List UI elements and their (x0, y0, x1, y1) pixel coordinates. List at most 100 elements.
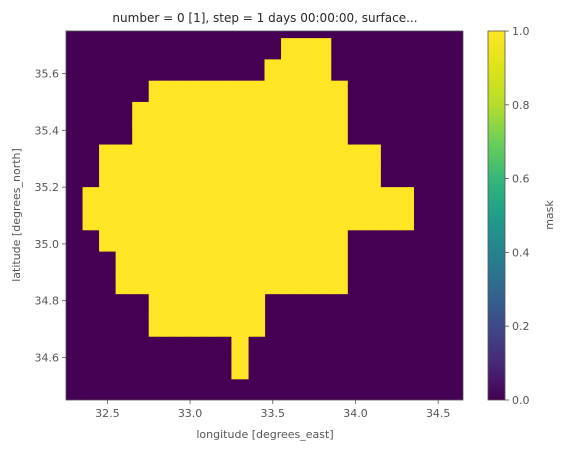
heatmap-cell (132, 187, 150, 210)
heatmap-cell (281, 250, 299, 273)
heatmap-cell (231, 293, 249, 316)
heatmap-cell (198, 208, 216, 231)
heatmap-cell (132, 272, 150, 295)
heatmap-cell (214, 272, 233, 295)
heatmap-cell (115, 165, 133, 188)
heatmap-cell (281, 187, 299, 210)
heatmap-cell (148, 187, 166, 210)
heatmap-cell (214, 187, 233, 210)
heatmap-cell (165, 250, 183, 273)
heatmap-cell (214, 314, 233, 337)
x-tick-label: 33.5 (261, 407, 286, 420)
heatmap-cell (181, 165, 199, 188)
heatmap-cell (165, 229, 183, 252)
heatmap-cell (247, 123, 266, 146)
heatmap-cell (396, 208, 414, 231)
heatmap-cell (330, 250, 348, 273)
heatmap-cell (264, 59, 282, 82)
heatmap-cell (181, 101, 199, 124)
heatmap-cell (281, 59, 299, 82)
y-tick-label: 34.8 (35, 295, 60, 308)
y-tick-label: 35.4 (35, 124, 60, 137)
heatmap-cell (198, 165, 216, 188)
heatmap-cell (314, 165, 332, 188)
heatmap-cell (347, 144, 365, 167)
heatmap-cell (214, 165, 233, 188)
y-tick-label: 35.0 (35, 238, 60, 251)
heatmap-cell (264, 272, 282, 295)
heatmap-cell (264, 144, 282, 167)
heatmap-cell (214, 144, 233, 167)
heatmap-cell (231, 208, 249, 231)
heatmap-cell (297, 101, 315, 124)
heatmap-cell (132, 123, 150, 146)
heatmap-cell (330, 187, 348, 210)
colorbar-label: mask (543, 200, 556, 230)
heatmap-cell (115, 187, 133, 210)
heatmap-cell (281, 165, 299, 188)
heatmap-cell (314, 272, 332, 295)
heatmap-cell (214, 80, 233, 103)
heatmap-cell (181, 250, 199, 273)
heatmap-cell (231, 357, 249, 380)
y-axis-label: latitude [degrees_north] (10, 148, 23, 282)
heatmap-cell (148, 229, 166, 252)
heatmap-cell (247, 293, 266, 316)
heatmap-cell (82, 208, 100, 231)
heatmap-cell (281, 101, 299, 124)
heatmap-cell (330, 123, 348, 146)
heatmap-cell (330, 101, 348, 124)
heatmap-cell (132, 208, 150, 231)
heatmap-cell (198, 101, 216, 124)
heatmap-cell (281, 123, 299, 146)
heatmap-cell (297, 123, 315, 146)
heatmap-cell (347, 187, 365, 210)
heatmap-cell (231, 336, 249, 359)
heatmap-cell (99, 229, 117, 252)
heatmap-cell (247, 208, 266, 231)
x-axis-label: longitude [degrees_east] (196, 428, 333, 441)
heatmap-cell (165, 144, 183, 167)
colorbar-axis: 0.0 0.2 0.4 0.6 0.8 1.0 (505, 25, 530, 407)
heatmap-cell (82, 187, 100, 210)
heatmap-cell (165, 80, 183, 103)
heatmap-cell (165, 123, 183, 146)
heatmap-cell (214, 229, 233, 252)
x-axis: 32.5 33.0 33.5 34.0 34.5 (95, 400, 450, 420)
heatmap-cell (297, 208, 315, 231)
heatmap-cell (330, 272, 348, 295)
heatmap-cell (165, 208, 183, 231)
colorbar-tick-label: 0.2 (512, 320, 530, 333)
heatmap-cell (281, 144, 299, 167)
heatmap-cell (264, 123, 282, 146)
heatmap-cell (297, 59, 315, 82)
heatmap-cell (148, 80, 166, 103)
y-axis: 34.6 34.8 35.0 35.2 35.4 35.6 (35, 68, 66, 364)
colorbar-tick-label: 1.0 (512, 25, 530, 38)
heatmap-cell (380, 187, 398, 210)
x-tick-label: 33.0 (178, 407, 203, 420)
heatmap-cell (231, 229, 249, 252)
heatmap-cell (314, 123, 332, 146)
heatmap-cell (198, 293, 216, 316)
x-tick-label: 32.5 (95, 407, 120, 420)
heatmap-cell (330, 80, 348, 103)
heatmap-cell (214, 208, 233, 231)
heatmap-cell (231, 101, 249, 124)
heatmap-cell (181, 80, 199, 103)
heatmap-cell (363, 144, 381, 167)
heatmap-cell (281, 38, 299, 60)
heatmap-cell (297, 38, 315, 60)
heatmap-cell (148, 272, 166, 295)
heatmap-cell (314, 38, 332, 60)
heatmap-cell (165, 272, 183, 295)
heatmap-cell (99, 165, 117, 188)
heatmap-cell (231, 123, 249, 146)
heatmap-cell (247, 101, 266, 124)
heatmap-cell (165, 293, 183, 316)
colorbar-tick-label: 0.8 (512, 99, 530, 112)
heatmap-cell (115, 144, 133, 167)
heatmap-cell (297, 144, 315, 167)
colorbar-tick-label: 0.4 (512, 246, 530, 259)
